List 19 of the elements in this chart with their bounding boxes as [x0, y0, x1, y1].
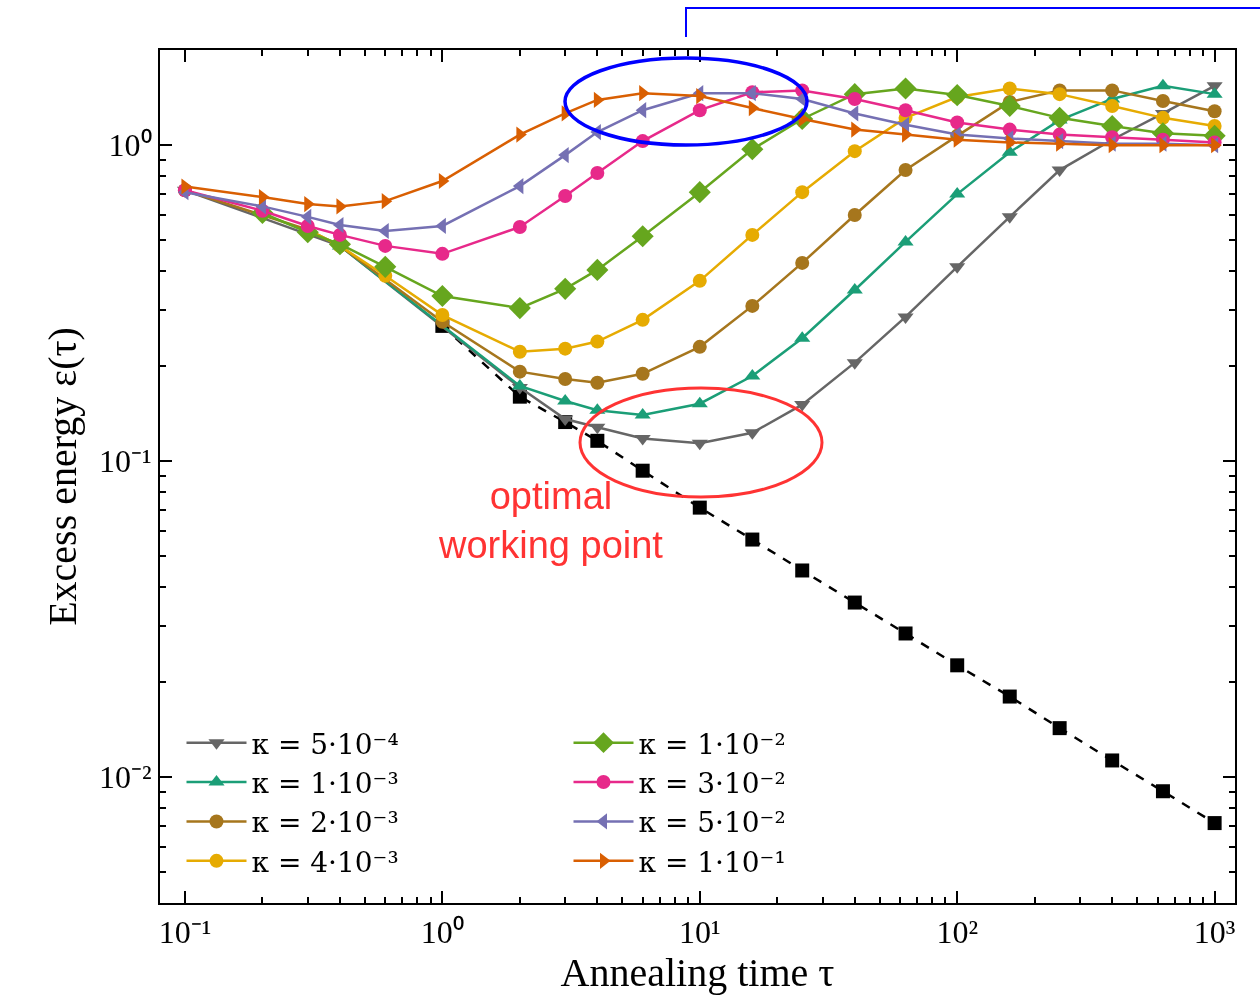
y-tick-label: 10⁻¹ [99, 443, 152, 480]
legend-label: κ = 5·10⁻² [638, 806, 786, 840]
x-tick-label: 10² [936, 914, 978, 951]
annotation: optimal working point [438, 475, 664, 567]
x-axis-title: Annealing time τ [560, 950, 835, 996]
legend-label: κ = 4·10⁻³ [251, 845, 399, 879]
y-tick-label: 10⁰ [108, 127, 152, 164]
legend-label: κ = 2·10⁻³ [251, 806, 399, 840]
x-tick-label: 10⁻¹ [158, 914, 212, 951]
y-tick-label: 10⁻² [99, 759, 152, 796]
legend-label: κ = 1·10⁻¹ [638, 845, 786, 879]
legend-label: κ = 5·10⁻⁴ [251, 727, 399, 761]
x-tick-label: 10¹ [678, 914, 721, 951]
legend-label: κ = 1·10⁻³ [251, 766, 399, 800]
legend-label: κ = 3·10⁻² [638, 766, 786, 800]
x-tick-label: 10³ [1193, 914, 1236, 951]
x-tick-label: 10⁰ [420, 914, 464, 951]
legend-label: κ = 1·10⁻² [638, 727, 786, 761]
y-axis-title: Excess energy ε(τ) [40, 327, 86, 626]
